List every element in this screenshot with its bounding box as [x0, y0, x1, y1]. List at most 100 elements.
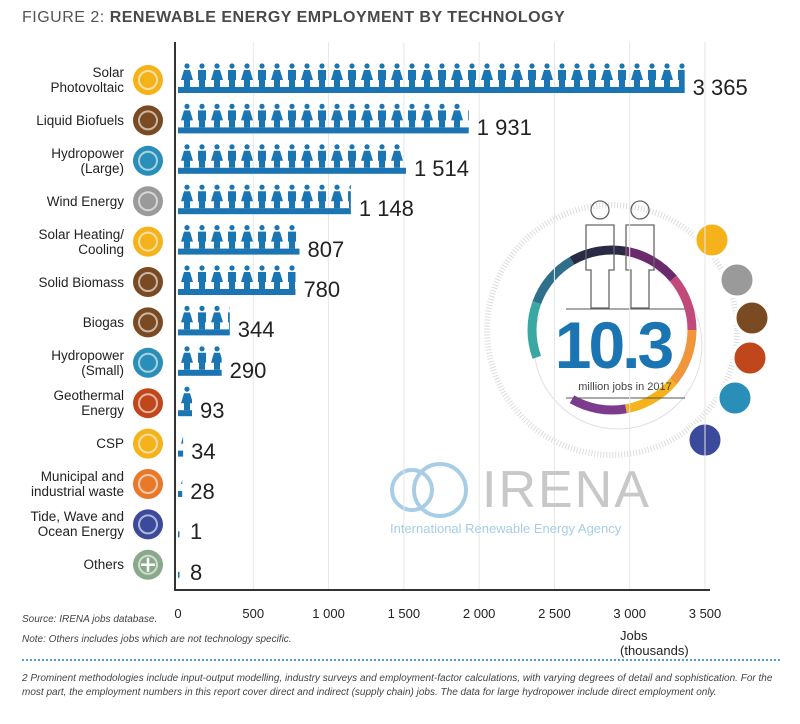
x-tick-label: 1 500: [387, 606, 421, 621]
woman-icon: [184, 225, 190, 231]
man-icon: [649, 63, 655, 69]
man-icon: [259, 225, 265, 231]
man-icon: [469, 104, 474, 109]
icon-inner: [138, 514, 158, 535]
category-label: Biogas: [83, 315, 124, 330]
big-number-caption: million jobs in 2017: [578, 381, 672, 393]
category-label-line: CSP: [96, 436, 124, 452]
category-label: Hydropower (Small): [51, 348, 124, 378]
jobs-infographic: [484, 200, 771, 459]
category-label-line: Solar Heating/: [38, 226, 124, 242]
people-icons: [181, 436, 184, 444]
man-icon: [349, 184, 351, 190]
people-icons: [181, 265, 296, 289]
people-icons: [181, 144, 403, 168]
bar-group: [178, 571, 180, 578]
value-label: 1 514: [413, 155, 470, 181]
man-icon: [499, 63, 505, 69]
woman-icon: [544, 63, 550, 69]
category-label: Tide, Wave and Ocean Energy: [30, 509, 124, 539]
category-label: Hydropower (Large): [51, 146, 124, 176]
woman-icon: [184, 103, 190, 109]
bar: [178, 450, 184, 457]
bar: [178, 369, 222, 376]
woman-icon: [394, 103, 400, 109]
category-label-line: Tide, Wave and: [30, 509, 124, 525]
worker-woman-icon: [585, 200, 615, 309]
title-main: RENEWABLE ENERGY EMPLOYMENT BY TECHNOLOG…: [109, 9, 566, 26]
woman-icon: [634, 63, 640, 69]
x-tick-label: 3 500: [688, 606, 722, 621]
others-note: Note: Others includes jobs which are not…: [22, 634, 292, 645]
man-icon: [379, 63, 385, 69]
man-icon: [259, 63, 265, 69]
woman-icon: [574, 63, 580, 69]
man-icon: [199, 184, 205, 190]
icon-disc: [133, 226, 163, 257]
bar-group: [178, 531, 180, 538]
man-icon: [619, 63, 625, 69]
man-icon: [229, 265, 235, 271]
people-icons: [181, 103, 474, 128]
sun-icon: [133, 226, 163, 257]
x-tick-label: 0: [174, 606, 182, 621]
icon-inner: [138, 110, 158, 131]
man-icon: [229, 225, 235, 231]
woman-icon: [214, 184, 220, 190]
value-label: 780: [303, 277, 341, 302]
man-icon: [259, 265, 265, 271]
man-icon: [229, 103, 235, 109]
water-drop-icon: [133, 145, 163, 176]
people-icons: [181, 63, 685, 87]
woman-icon: [364, 103, 370, 109]
bar-group: [178, 225, 300, 255]
category-label-line: Others: [83, 557, 124, 573]
man-icon: [289, 63, 295, 69]
man-icon: [289, 225, 295, 231]
irena-logo-subtitle: International Renewable Energy Agency: [390, 521, 622, 536]
icon-disc: [133, 428, 163, 459]
category-label-line: Hydropower: [51, 145, 124, 161]
woman-icon: [304, 103, 310, 109]
outer-ring: [484, 202, 740, 458]
bar-group: [178, 265, 296, 295]
category-label-line: Wind Energy: [46, 193, 124, 209]
bar: [178, 410, 193, 417]
wave-icon: [133, 509, 163, 540]
woman-icon: [484, 63, 490, 69]
volcano-icon: [133, 388, 163, 419]
ring-segment: [624, 246, 677, 282]
people-icons: [181, 225, 296, 249]
value-label: 8: [190, 559, 203, 585]
man-icon: [199, 305, 205, 311]
woman-icon: [184, 467, 189, 472]
bar-group: [178, 305, 230, 336]
category-label-line: industrial waste: [30, 484, 124, 499]
woman-icon: [274, 184, 280, 190]
woman-icon: [334, 103, 340, 109]
icon-inner: [138, 272, 158, 292]
woman-icon: [214, 265, 220, 271]
wind-icon: [133, 186, 163, 217]
icon-disc: [133, 105, 163, 136]
technology-badge-icon: [731, 339, 769, 377]
woman-icon: [304, 63, 310, 69]
ring-segment: [527, 301, 542, 359]
category-label: Municipal and industrial waste: [31, 469, 124, 499]
icon-disc: [133, 186, 163, 217]
man-icon: [289, 103, 295, 109]
man-icon: [289, 184, 295, 190]
x-tick-label: 2 000: [462, 606, 496, 621]
value-label: 3 365: [692, 75, 748, 100]
man-icon: [409, 103, 415, 109]
man-icon: [379, 103, 385, 109]
bar-group: [178, 436, 184, 457]
woman-icon: [274, 103, 280, 109]
man-icon: [289, 265, 295, 271]
category-label: Geothermal Energy: [53, 388, 124, 418]
icon-inner: [138, 474, 158, 494]
man-icon: [589, 63, 595, 69]
man-icon: [199, 346, 205, 352]
value-label: 28: [190, 479, 215, 504]
